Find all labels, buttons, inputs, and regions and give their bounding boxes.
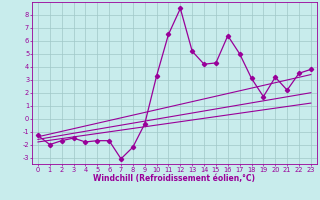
X-axis label: Windchill (Refroidissement éolien,°C): Windchill (Refroidissement éolien,°C) — [93, 174, 255, 183]
